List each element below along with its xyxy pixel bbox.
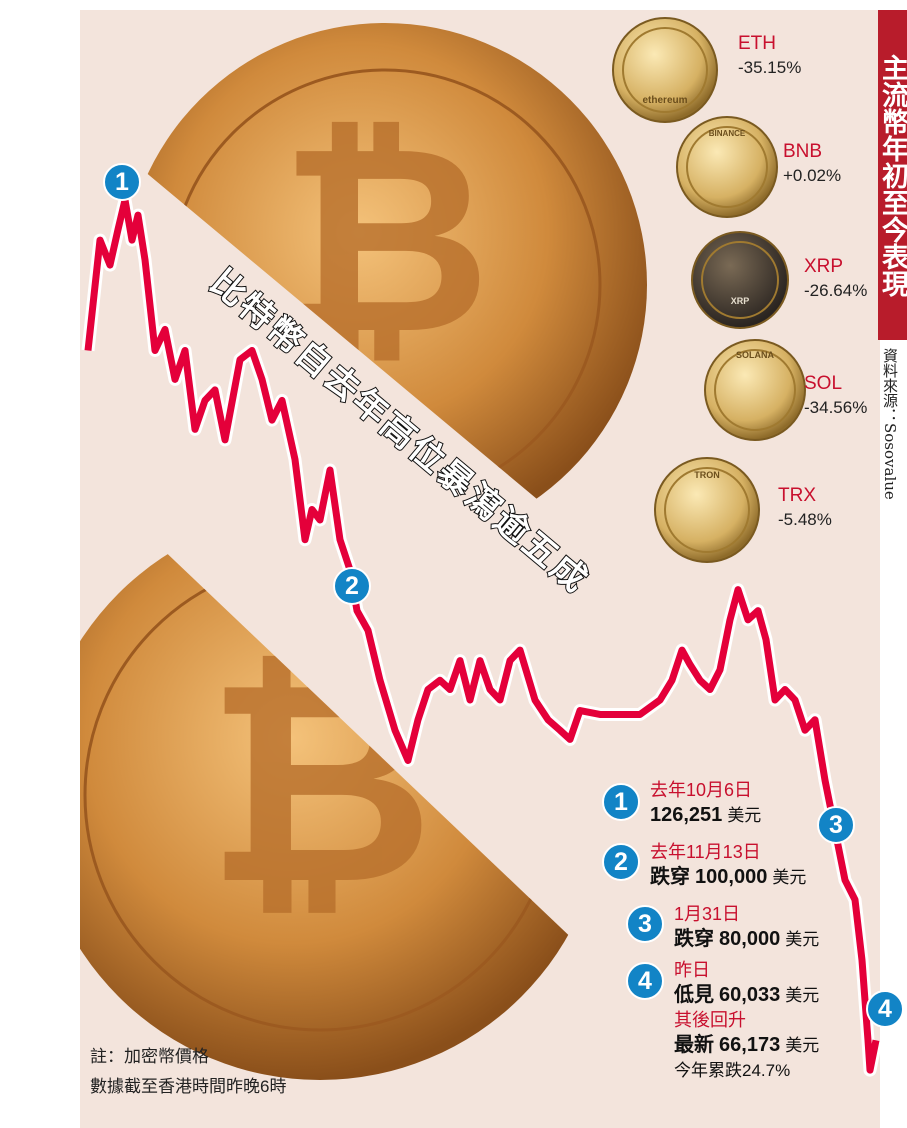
marker-3: 3 <box>817 806 855 844</box>
coin-label-xrp: XRP -26.64% <box>804 256 868 300</box>
coin-label-sol: SOL -34.56% <box>804 373 868 417</box>
chart-title: 主流幣年初至今表現 <box>877 10 907 340</box>
legend-num-3: 3 <box>626 905 664 943</box>
coin-label-eth: ETH -35.15% <box>738 33 802 77</box>
bnb-coin-text: BINANCE <box>709 129 746 138</box>
marker-2: 2 <box>333 567 371 605</box>
sol-coin-text: SOLANA <box>736 350 775 360</box>
legend-event-2: 去年11月13日 跌穿 100,000 美元 <box>650 842 807 888</box>
legend-event-4: 昨日 低見 60,033 美元 其後回升 最新 66,173 美元 今年累跌24.7% <box>674 960 820 1080</box>
coin-label-bnb: BNB +0.02% <box>783 141 842 185</box>
marker-1: 1 <box>103 163 141 201</box>
coin-label-trx: TRX -5.48% <box>778 485 832 529</box>
marker-4: 4 <box>866 990 904 1028</box>
bnb-coin-icon <box>676 116 778 218</box>
xrp-coin-icon <box>691 231 789 329</box>
trx-coin-icon <box>654 457 760 563</box>
bitcoin-price-line <box>84 196 880 1074</box>
trx-coin-text: TRON <box>694 470 720 480</box>
source-credit: 資料來源：Sosovalue <box>881 348 899 500</box>
eth-coin-icon <box>612 17 718 123</box>
footnote: 註：加密幣價格 數據截至香港時間昨晚6時 <box>90 1047 287 1096</box>
bitcoin-bottom-half: ₿ <box>80 510 600 1080</box>
legend-num-1: 1 <box>602 783 640 821</box>
xrp-coin-text: XRP <box>731 296 750 306</box>
eth-coin-text: ethereum <box>642 95 687 106</box>
legend-event-1: 去年10月6日 126,251 美元 <box>650 780 762 826</box>
legend-event-3: 1月31日 跌穿 80,000 美元 <box>674 904 820 950</box>
legend-num-2: 2 <box>602 843 640 881</box>
svg-text:₿: ₿ <box>206 628 434 940</box>
bitcoin-top-half: ₿ <box>123 23 647 547</box>
sol-coin-icon <box>704 339 806 441</box>
legend-num-4: 4 <box>626 962 664 1000</box>
